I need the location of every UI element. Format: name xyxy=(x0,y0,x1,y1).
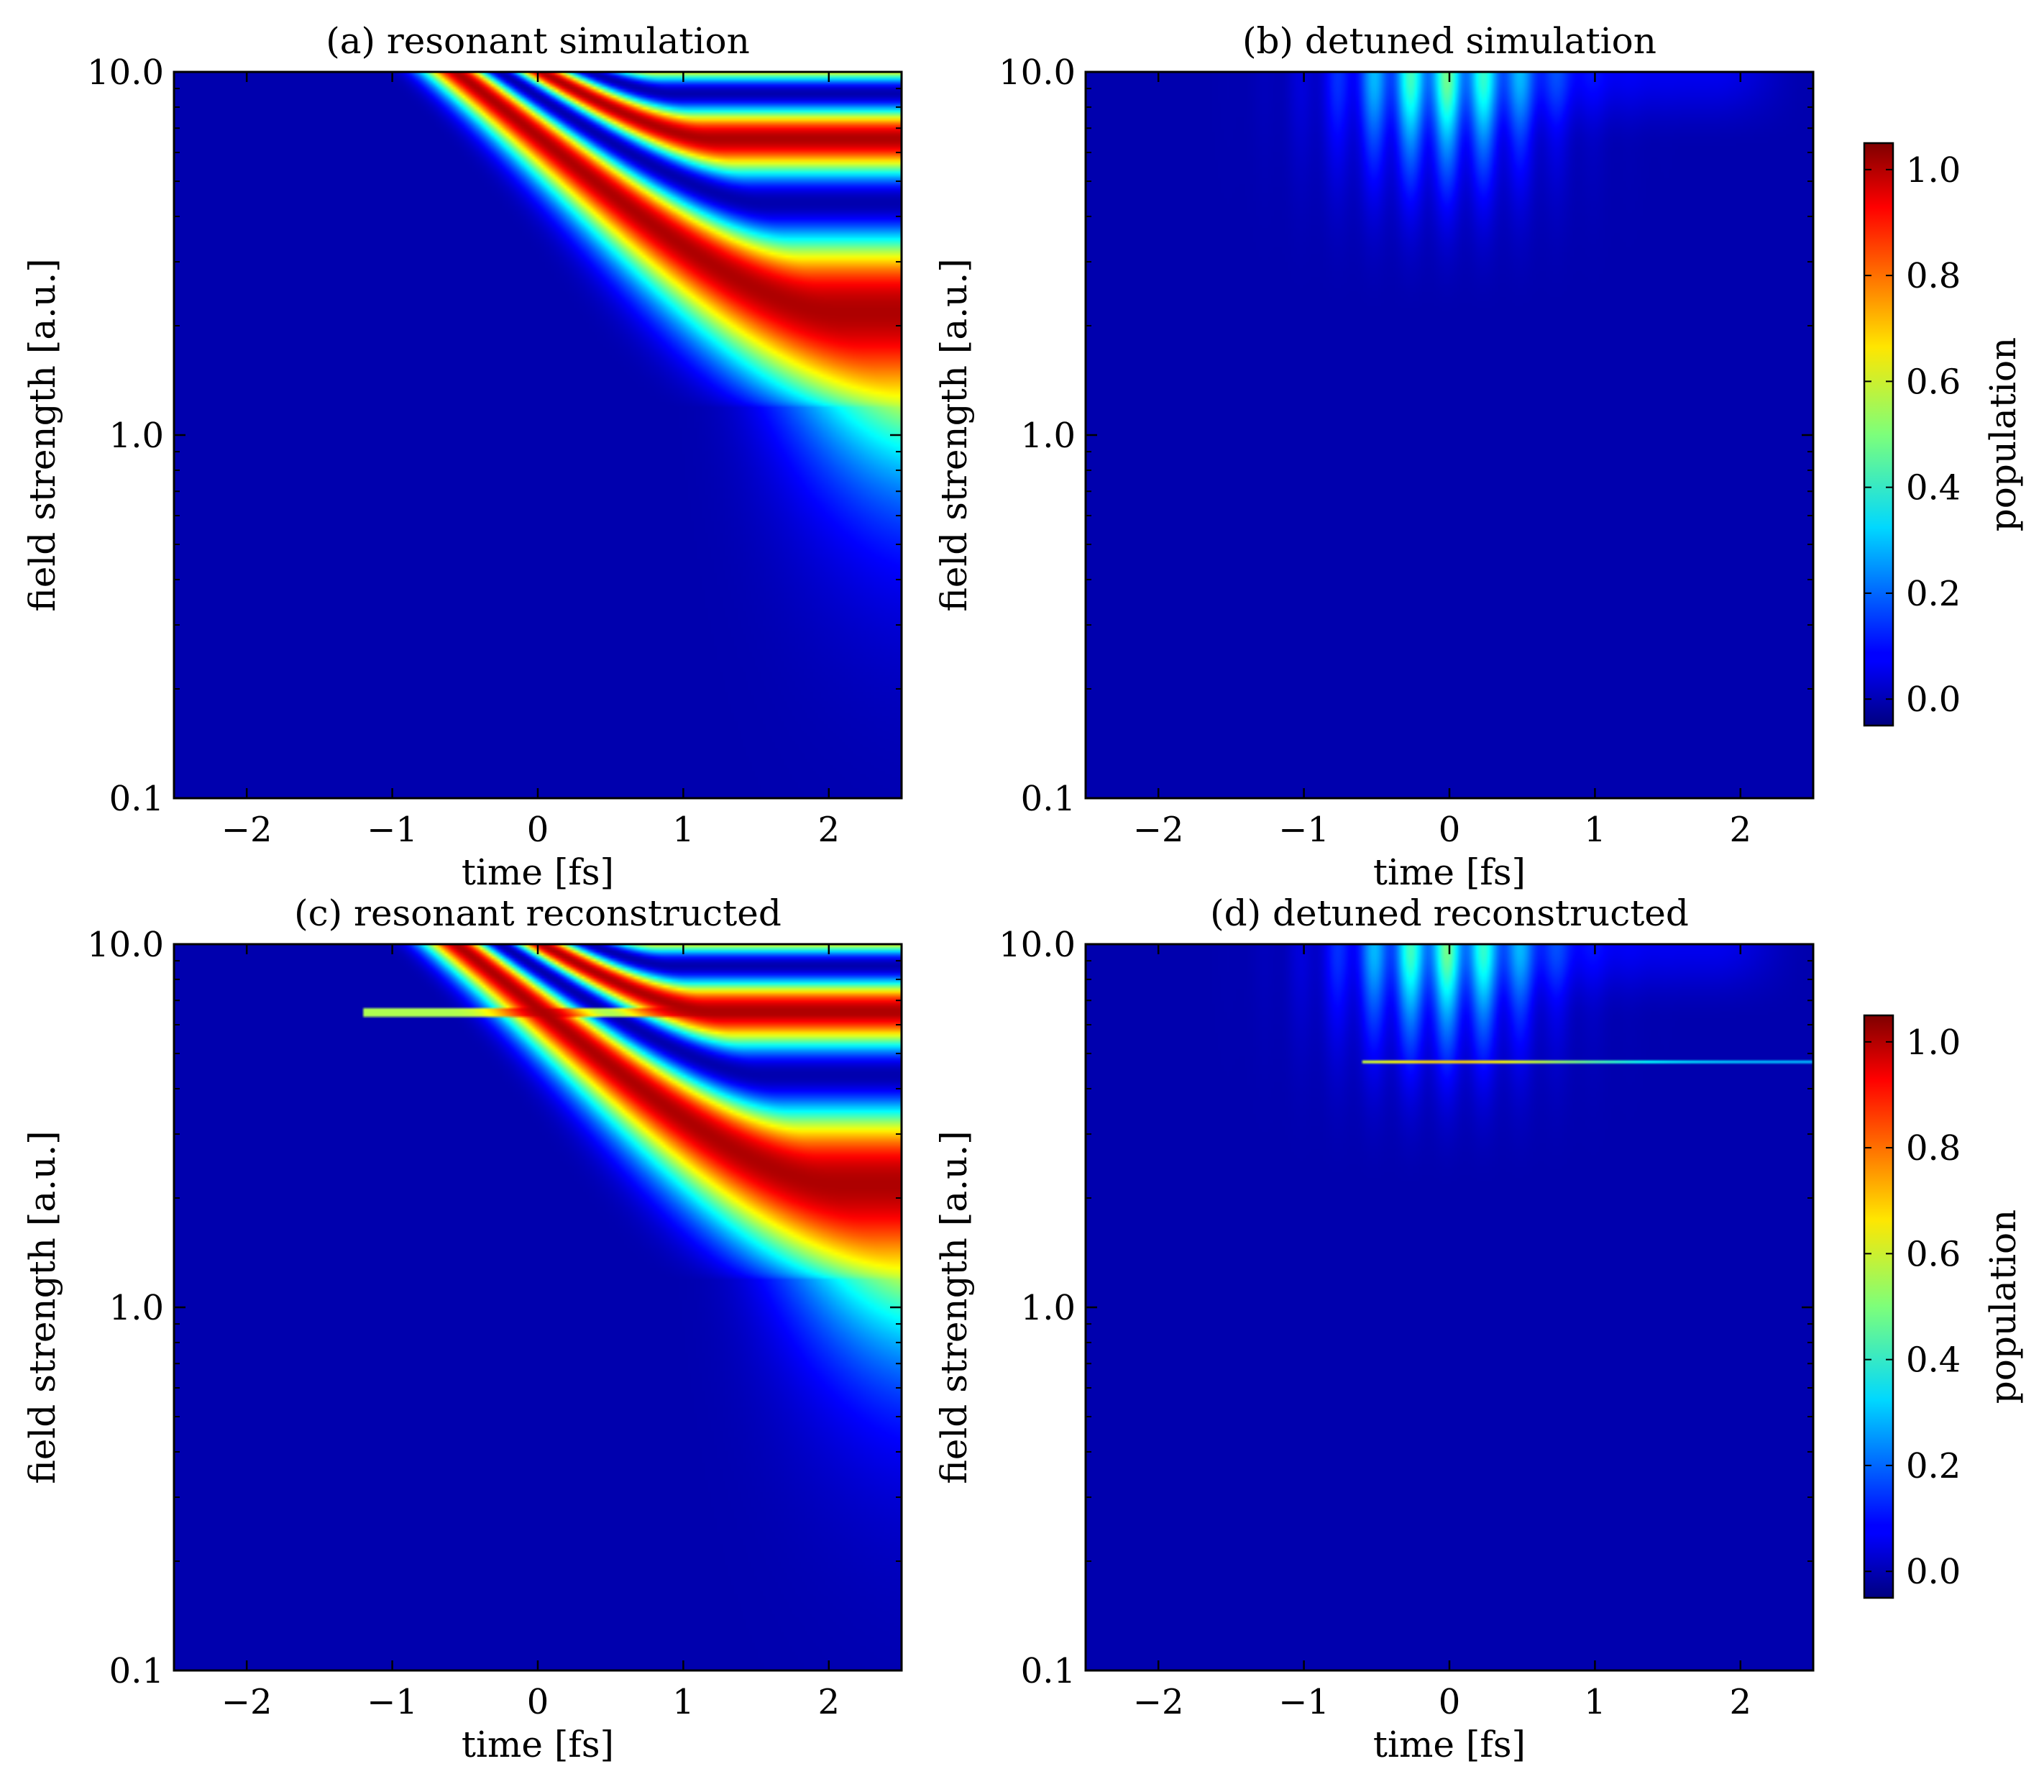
x-axis-label-a: time [fs] xyxy=(462,851,614,893)
x-tick-label: 0 xyxy=(1439,1682,1461,1722)
y-tick-label: 10.0 xyxy=(87,925,164,965)
x-axis-label-d: time [fs] xyxy=(1373,1724,1526,1765)
colorbar-frame xyxy=(1863,142,1894,727)
x-tick-label: −2 xyxy=(221,810,272,850)
panel-title-b: (b) detuned simulation xyxy=(1242,20,1656,62)
colorbar-tick-label: 1.0 xyxy=(1906,150,1961,191)
x-tick-label: 2 xyxy=(818,810,840,850)
y-axis-label-c: field strength [a.u.] xyxy=(22,1130,63,1484)
colorbar-2: 0.0 0.2 0.4 0.6 0.8 1.0 population xyxy=(1863,1014,2024,1599)
colorbar-tick-label: 0.2 xyxy=(1906,1446,1961,1486)
panel-b: (b) detuned simulation −2 −1 0 1 2 0.1 1.0 10.0 t… xyxy=(933,20,1815,893)
x-tick-label: 1 xyxy=(1584,810,1606,850)
y-tick-label: 10.0 xyxy=(999,925,1076,965)
heatmap-image-c xyxy=(174,944,902,1670)
x-tick-label: −1 xyxy=(1278,810,1329,850)
panel-d: (d) detuned reconstructed −2 −1 0 1 2 0.1 1.0 10… xyxy=(933,892,1815,1765)
colorbar-tick-label: 0.8 xyxy=(1906,1128,1961,1169)
y-tick-label: 0.1 xyxy=(1021,1651,1076,1691)
x-tick-label: 2 xyxy=(818,1682,840,1722)
x-tick-label: 0 xyxy=(527,810,549,850)
x-tick-label: 2 xyxy=(1730,1682,1752,1722)
colorbar-label: population xyxy=(1982,337,2024,532)
heatmap-image-a xyxy=(174,72,902,798)
x-tick-label: −1 xyxy=(1278,1682,1329,1722)
y-tick-label: 0.1 xyxy=(1021,779,1076,819)
colorbar-tick-label: 0.6 xyxy=(1906,1234,1961,1274)
colorbar-1: 0.0 0.2 0.4 0.6 0.8 1.0 population xyxy=(1863,142,2024,727)
x-tick-label: 0 xyxy=(1439,810,1461,850)
colorbar-gradient xyxy=(1864,1015,1893,1598)
colorbar-tick-label: 0.2 xyxy=(1906,574,1961,614)
colorbar-tick-label: 0.8 xyxy=(1906,256,1961,296)
y-tick-label: 1.0 xyxy=(109,416,164,456)
colorbar-frame xyxy=(1863,1014,1894,1599)
panel-title-c: (c) resonant reconstructed xyxy=(294,892,782,934)
heatmap-image-d xyxy=(1086,944,1813,1670)
x-tick-label: −2 xyxy=(221,1682,272,1722)
panel-title-a: (a) resonant simulation xyxy=(326,20,750,62)
x-tick-label: −2 xyxy=(1133,1682,1184,1722)
panel-a: (a) resonant simulation −2 −1 0 1 2 0.1 1.0 10.0… xyxy=(22,20,903,893)
y-tick-label: 0.1 xyxy=(109,1651,164,1691)
y-axis-label-a: field strength [a.u.] xyxy=(22,258,63,611)
colorbar-gradient xyxy=(1864,143,1893,726)
y-tick-label: 1.0 xyxy=(109,1288,164,1328)
y-tick-label: 10.0 xyxy=(999,52,1076,93)
colorbar-tick-label: 0.6 xyxy=(1906,362,1961,402)
heatmap-image-b xyxy=(1086,72,1813,798)
x-tick-label: 2 xyxy=(1730,810,1752,850)
y-tick-label: 1.0 xyxy=(1021,416,1076,456)
y-tick-label: 1.0 xyxy=(1021,1288,1076,1328)
colorbar-tick-label: 1.0 xyxy=(1906,1023,1961,1063)
x-tick-label: −1 xyxy=(367,810,418,850)
y-tick-label: 0.1 xyxy=(109,779,164,819)
colorbar-tick-label: 0.0 xyxy=(1906,1552,1961,1592)
x-axis-label-c: time [fs] xyxy=(462,1724,614,1765)
colorbar-label: population xyxy=(1982,1210,2024,1404)
colorbar-tick-label: 0.4 xyxy=(1906,468,1961,508)
colorbar-tick-label: 0.4 xyxy=(1906,1340,1961,1381)
x-tick-label: 1 xyxy=(672,810,695,850)
y-axis-label-b: field strength [a.u.] xyxy=(933,258,975,611)
x-tick-label: −2 xyxy=(1133,810,1184,850)
x-tick-label: −1 xyxy=(367,1682,418,1722)
x-tick-label: 0 xyxy=(527,1682,549,1722)
y-tick-label: 10.0 xyxy=(87,52,164,93)
x-tick-label: 1 xyxy=(1584,1682,1606,1722)
panel-c: (c) resonant reconstructed −2 −1 0 1 2 0.1 1.0 1… xyxy=(22,892,903,1765)
x-axis-label-b: time [fs] xyxy=(1373,851,1526,893)
y-axis-label-d: field strength [a.u.] xyxy=(933,1130,975,1484)
panel-title-d: (d) detuned reconstructed xyxy=(1210,892,1689,934)
colorbar-tick-label: 0.0 xyxy=(1906,680,1961,720)
x-tick-label: 1 xyxy=(672,1682,695,1722)
